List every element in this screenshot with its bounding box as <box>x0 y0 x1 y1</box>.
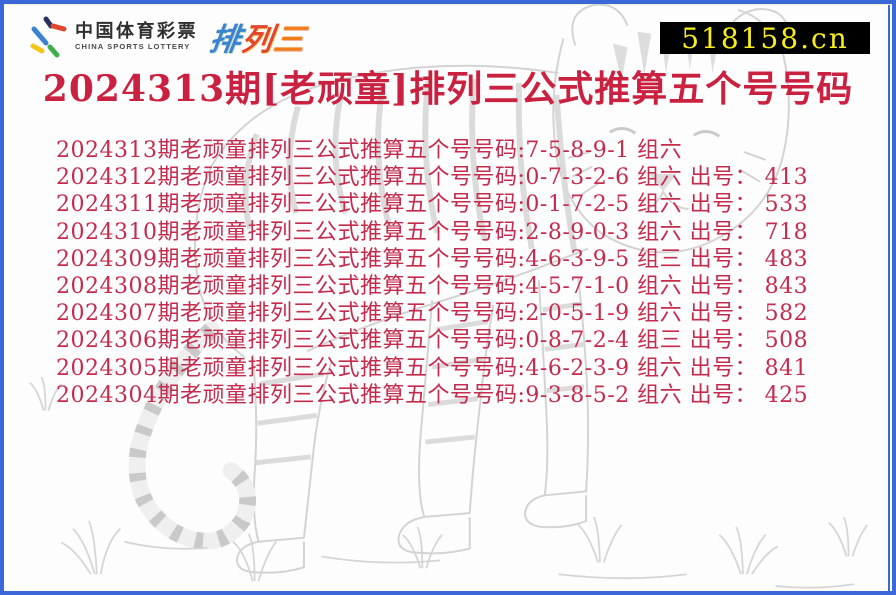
result-value: 425 <box>757 382 809 408</box>
prediction-issue: 2024308 <box>56 274 158 300</box>
predictions-list: 2024313期老顽童排列三公式推算五个号号码:7-5-8-9-1 组六 2024… <box>56 137 866 409</box>
prediction-numbers: 7-5-8-9-1 <box>525 138 630 163</box>
page-content: 中国体育彩票 CHINA SPORTS LOTTERY 排列三 518158.c… <box>4 4 892 591</box>
result-label: 出号： <box>682 382 758 408</box>
site-logo[interactable]: 中国体育彩票 CHINA SPORTS LOTTERY 排列三 <box>26 14 309 59</box>
prediction-result: 出号： 483 <box>682 247 808 272</box>
prediction-row: 2024309期老顽童排列三公式推算五个号号码:4-6-3-9-5 组三 出号：… <box>56 246 866 273</box>
result-label: 出号： <box>682 219 758 245</box>
prediction-group: 组六 <box>629 138 683 163</box>
result-value: 582 <box>757 301 809 327</box>
prediction-row: 2024313期老顽童排列三公式推算五个号号码:7-5-8-9-1 组六 <box>56 137 866 164</box>
prediction-middle-text: 期老顽童排列三公式推算五个号号码: <box>157 138 526 163</box>
prediction-group: 组三 <box>629 328 683 354</box>
prediction-result: 出号： 533 <box>682 192 808 217</box>
result-label: 出号： <box>682 192 758 218</box>
site-url-badge[interactable]: 518158.cn <box>660 22 870 55</box>
result-label: 出号： <box>682 274 758 300</box>
prediction-row: 2024307期老顽童排列三公式推算五个号号码:2-0-5-1-9 组六 出号：… <box>56 300 866 327</box>
prediction-row: 2024311期老顽童排列三公式推算五个号号码:0-1-7-2-5 组六 出号：… <box>56 191 866 218</box>
result-label: 出号： <box>682 355 758 381</box>
prediction-issue: 2024312 <box>56 165 158 191</box>
result-label: 出号： <box>682 328 758 354</box>
prediction-middle-text: 期老顽童排列三公式推算五个号号码: <box>157 274 526 300</box>
prediction-group: 组六 <box>629 301 683 327</box>
result-label: 出号： <box>682 301 758 327</box>
prediction-issue: 2024313 <box>56 138 158 163</box>
prediction-numbers: 4-5-7-1-0 <box>525 274 630 300</box>
game-char-3: 三 <box>271 22 309 57</box>
prediction-row: 2024306期老顽童排列三公式推算五个号号码:0-8-7-2-4 组三 出号：… <box>56 327 866 354</box>
prediction-issue: 2024307 <box>56 301 158 327</box>
result-value: 718 <box>757 219 809 245</box>
game-name: 排列三 <box>207 14 309 59</box>
prediction-middle-text: 期老顽童排列三公式推算五个号号码: <box>157 165 526 191</box>
prediction-middle-text: 期老顽童排列三公式推算五个号号码: <box>157 246 526 272</box>
prediction-group: 组六 <box>629 165 683 191</box>
prediction-row: 2024310期老顽童排列三公式推算五个号号码:2-8-9-0-3 组六 出号：… <box>56 219 866 246</box>
prediction-row: 2024308期老顽童排列三公式推算五个号号码:4-5-7-1-0 组六 出号：… <box>56 273 866 300</box>
brand-name-cn: 中国体育彩票 <box>75 21 198 42</box>
prediction-middle-text: 期老顽童排列三公式推算五个号号码: <box>157 219 526 245</box>
prediction-group: 组六 <box>629 274 683 300</box>
brand-name-en: CHINA SPORTS LOTTERY <box>75 41 191 51</box>
prediction-result: 出号： 508 <box>682 328 808 353</box>
result-label: 出号： <box>682 246 758 272</box>
prediction-issue: 2024311 <box>56 192 158 218</box>
prediction-result: 出号： 718 <box>682 220 808 245</box>
prediction-result: 出号： 425 <box>682 383 808 408</box>
prediction-middle-text: 期老顽童排列三公式推算五个号号码: <box>157 301 526 327</box>
game-char-1: 排 <box>207 22 245 57</box>
page-title: 2024313期[老顽童]排列三公式推算五个号号码 <box>42 68 854 110</box>
prediction-numbers: 0-1-7-2-5 <box>525 192 630 218</box>
result-value: 841 <box>757 355 809 381</box>
prediction-row: 2024304期老顽童排列三公式推算五个号号码:9-3-8-5-2 组六 出号：… <box>56 382 866 409</box>
prediction-middle-text: 期老顽童排列三公式推算五个号号码: <box>157 355 526 381</box>
prediction-middle-text: 期老顽童排列三公式推算五个号号码: <box>157 382 526 408</box>
prediction-numbers: 4-6-3-9-5 <box>525 246 630 272</box>
prediction-issue: 2024309 <box>56 246 158 272</box>
prediction-issue: 2024304 <box>56 382 158 408</box>
prediction-row: 2024305期老顽童排列三公式推算五个号号码:4-6-2-3-9 组六 出号：… <box>56 355 866 382</box>
prediction-numbers: 0-8-7-2-4 <box>525 328 630 354</box>
prediction-numbers: 2-0-5-1-9 <box>525 301 630 327</box>
prediction-numbers: 0-7-3-2-6 <box>525 165 630 191</box>
game-char-2: 列 <box>239 22 277 57</box>
result-value: 508 <box>757 328 809 354</box>
prediction-middle-text: 期老顽童排列三公式推算五个号号码: <box>157 328 526 354</box>
prediction-group: 组六 <box>629 382 683 408</box>
prediction-result: 出号： 413 <box>682 165 808 190</box>
prediction-issue: 2024305 <box>56 355 158 381</box>
prediction-numbers: 9-3-8-5-2 <box>525 382 630 408</box>
prediction-result: 出号： 841 <box>682 356 808 381</box>
prediction-numbers: 4-6-2-3-9 <box>525 355 630 381</box>
result-value: 413 <box>757 165 809 191</box>
sports-lottery-icon <box>30 16 67 57</box>
prediction-group: 组三 <box>629 246 683 272</box>
prediction-row: 2024312期老顽童排列三公式推算五个号号码:0-7-3-2-6 组六 出号：… <box>56 164 866 191</box>
prediction-group: 组六 <box>629 355 683 381</box>
result-value: 533 <box>757 192 809 218</box>
prediction-result: 出号： 843 <box>682 274 808 299</box>
prediction-middle-text: 期老顽童排列三公式推算五个号号码: <box>157 192 526 218</box>
prediction-issue: 2024310 <box>56 219 158 245</box>
prediction-group: 组六 <box>629 219 683 245</box>
prediction-issue: 2024306 <box>56 328 158 354</box>
brand-text: 中国体育彩票 CHINA SPORTS LOTTERY <box>75 22 198 51</box>
prediction-group: 组六 <box>629 192 683 218</box>
prediction-numbers: 2-8-9-0-3 <box>525 219 630 245</box>
result-value: 483 <box>757 246 809 272</box>
result-value: 843 <box>757 274 809 300</box>
prediction-result: 出号： 582 <box>682 301 808 326</box>
result-label: 出号： <box>682 165 758 191</box>
